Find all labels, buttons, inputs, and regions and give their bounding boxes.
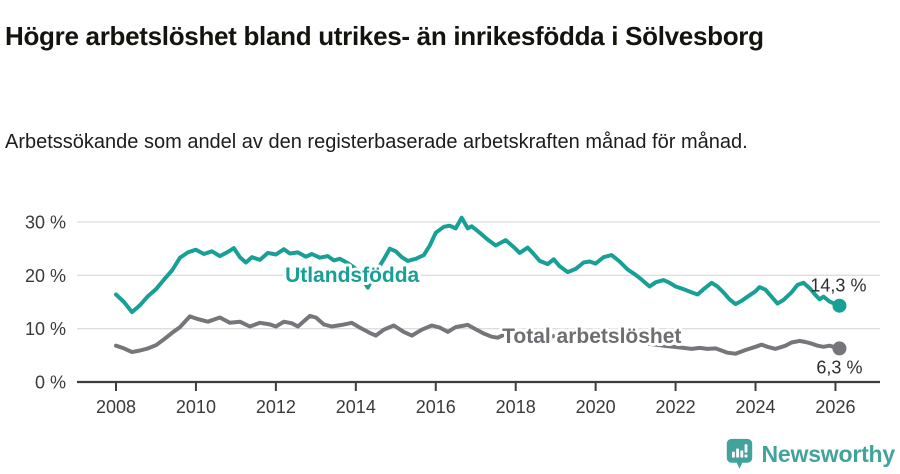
newsworthy-logo-icon — [726, 438, 752, 469]
series-line-utlandsfodda — [114, 215, 842, 315]
x-axis-tick-label: 2022 — [656, 397, 696, 417]
chart-subtitle: Arbetssökande som andel av den registerb… — [5, 131, 748, 153]
x-axis-tick-label: 2012 — [256, 397, 296, 417]
series-end-value-label: 6,3 % — [816, 357, 862, 377]
x-axis-tick-label: 2024 — [735, 397, 775, 417]
y-axis-tick-label: 20 % — [25, 266, 66, 286]
series-end-value-label: 14,3 % — [810, 276, 866, 296]
x-axis-tick-label: 2026 — [815, 397, 855, 417]
y-axis-tick-label: 30 % — [25, 213, 66, 233]
newsworthy-brand-text: Newsworthy — [761, 440, 896, 467]
x-axis-tick-label: 2010 — [176, 397, 216, 417]
x-axis-tick-label: 2020 — [576, 397, 616, 417]
y-axis-tick-label: 0 % — [35, 373, 66, 393]
x-axis-tick-label: 2008 — [96, 397, 136, 417]
series-label-utlandsfodda: Utlandsfödda — [285, 264, 419, 287]
x-axis-tick-label: 2014 — [336, 397, 376, 417]
brand-footer-link[interactable]: Newsworthy — [726, 437, 895, 471]
series-end-dot — [832, 341, 847, 356]
series-end-dot — [832, 298, 847, 313]
series-line-total — [114, 313, 842, 356]
x-axis-tick-label: 2016 — [416, 397, 456, 417]
chart-title: Högre arbetslöshet bland utrikes- än inr… — [5, 21, 764, 52]
x-axis-tick-label: 2018 — [496, 397, 536, 417]
y-axis-tick-label: 10 % — [25, 319, 66, 339]
unemployment-line-chart: 2008 2010 2012 2014 2016 2018 2020 2022 2024 2026… — [25, 213, 880, 417]
series-label-total: Total arbetslöshet — [502, 325, 681, 348]
